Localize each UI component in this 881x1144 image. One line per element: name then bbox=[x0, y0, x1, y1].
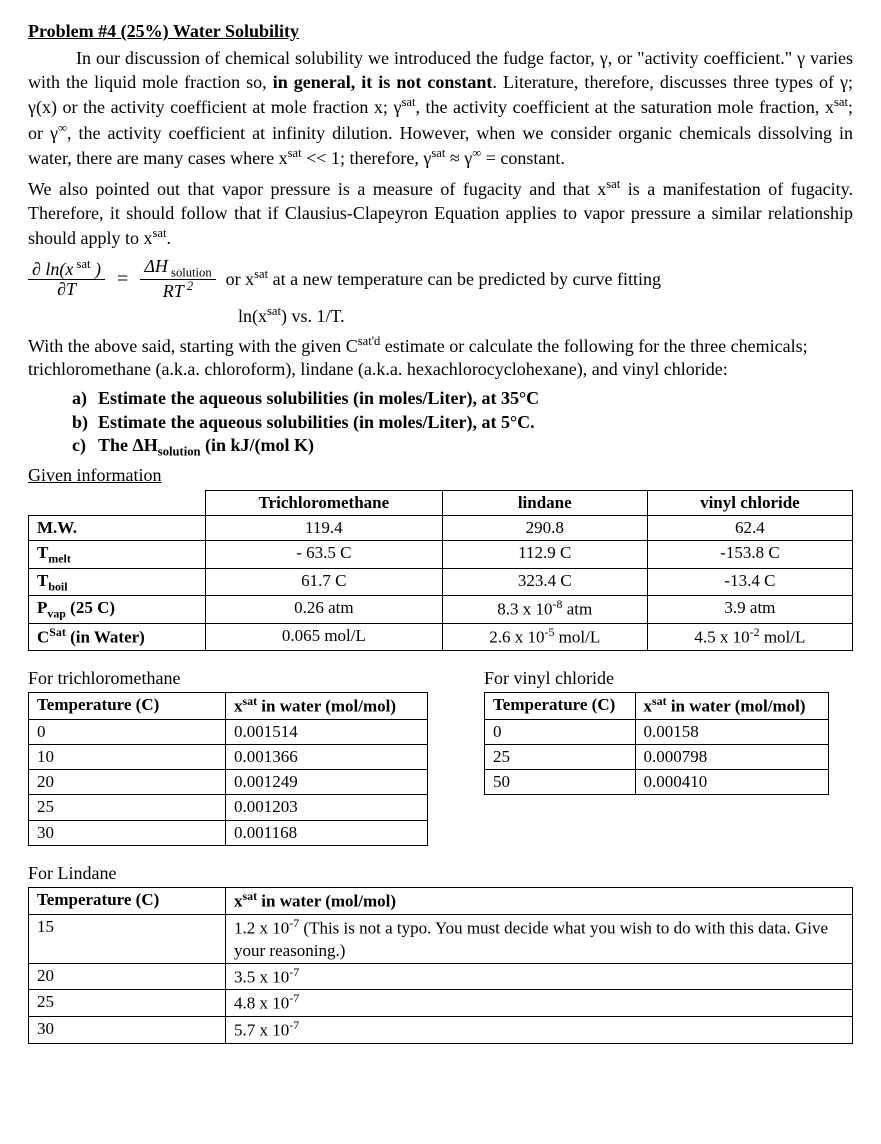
vc-table: Temperature (C) xsat in water (mol/mol) … bbox=[484, 692, 829, 795]
cell: -153.8 C bbox=[647, 540, 852, 568]
table-row: 100.001366 bbox=[29, 745, 428, 770]
cell: 61.7 C bbox=[206, 568, 443, 596]
cell: 25 bbox=[485, 745, 636, 770]
cell: 0.001249 bbox=[226, 770, 428, 795]
lindane-table: Temperature (C) xsat in water (mol/mol) … bbox=[28, 887, 853, 1044]
equation-plot-vars: ln(xsat) vs. 1/T. bbox=[28, 303, 853, 328]
table-row: Tboil61.7 C323.4 C-13.4 C bbox=[29, 568, 853, 596]
cell: 0.001366 bbox=[226, 745, 428, 770]
part-b: b)Estimate the aqueous solubilities (in … bbox=[72, 411, 853, 434]
table-row: 500.000410 bbox=[485, 770, 829, 795]
cell: -13.4 C bbox=[647, 568, 852, 596]
cell: 25 bbox=[29, 795, 226, 820]
table-row: 300.001168 bbox=[29, 820, 428, 845]
table-row: 151.2 x 10-7 (This is not a typo. You mu… bbox=[29, 914, 853, 963]
cell: 30 bbox=[29, 1017, 226, 1044]
cell: 50 bbox=[485, 770, 636, 795]
table-row: 305.7 x 10-7 bbox=[29, 1017, 853, 1044]
cell: 0.00158 bbox=[635, 720, 828, 745]
cell: 290.8 bbox=[442, 515, 647, 540]
cell: 5.7 x 10-7 bbox=[226, 1017, 853, 1044]
cell: 3.9 atm bbox=[647, 596, 852, 624]
table-row: 203.5 x 10-7 bbox=[29, 963, 853, 990]
table-row: CSat (in Water)0.065 mol/L2.6 x 10-5 mol… bbox=[29, 624, 853, 651]
vc-h1: Temperature (C) bbox=[485, 693, 636, 720]
table-row: 250.000798 bbox=[485, 745, 829, 770]
cell: 8.3 x 10-8 atm bbox=[442, 596, 647, 624]
row-label: Tboil bbox=[29, 568, 206, 596]
cell: 20 bbox=[29, 963, 226, 990]
cell: 30 bbox=[29, 820, 226, 845]
cell: 0 bbox=[29, 720, 226, 745]
header-tcm: Trichloromethane bbox=[206, 490, 443, 515]
parts-list: a)Estimate the aqueous solubilities (in … bbox=[28, 387, 853, 460]
lin-h1: Temperature (C) bbox=[29, 888, 226, 915]
table-row: 00.001514 bbox=[29, 720, 428, 745]
cell: 0.001203 bbox=[226, 795, 428, 820]
table-row: M.W.119.4290.862.4 bbox=[29, 515, 853, 540]
vc-h2: xsat in water (mol/mol) bbox=[635, 693, 828, 720]
cell: - 63.5 C bbox=[206, 540, 443, 568]
cell: 0.26 atm bbox=[206, 596, 443, 624]
eq-rhs-den: RT 2 bbox=[159, 280, 197, 301]
paragraph-instructions: With the above said, starting with the g… bbox=[28, 333, 853, 382]
cell: 25 bbox=[29, 990, 226, 1017]
given-info-label: Given information bbox=[28, 464, 853, 487]
eq-rhs-num: ΔH solution bbox=[140, 257, 215, 281]
tcm-table: Temperature (C) xsat in water (mol/mol) … bbox=[28, 692, 428, 845]
cell: 15 bbox=[29, 914, 226, 963]
eq-lhs-den: ∂T bbox=[53, 280, 80, 299]
cell: 112.9 C bbox=[442, 540, 647, 568]
part-a: a)Estimate the aqueous solubilities (in … bbox=[72, 387, 853, 410]
equals-sign: = bbox=[115, 266, 130, 292]
cell: 3.5 x 10-7 bbox=[226, 963, 853, 990]
paragraph-fugacity: We also pointed out that vapor pressure … bbox=[28, 176, 853, 250]
table-row: Pvap (25 C)0.26 atm8.3 x 10-8 atm3.9 atm bbox=[29, 596, 853, 624]
header-lindane: lindane bbox=[442, 490, 647, 515]
cell: 0 bbox=[485, 720, 636, 745]
cell: 2.6 x 10-5 mol/L bbox=[442, 624, 647, 651]
row-label: Tmelt bbox=[29, 540, 206, 568]
tcm-caption: For trichloromethane bbox=[28, 667, 428, 690]
table-row: 254.8 x 10-7 bbox=[29, 990, 853, 1017]
eq-lhs-num: ∂ ln(x sat ) bbox=[28, 258, 105, 280]
tcm-h1: Temperature (C) bbox=[29, 693, 226, 720]
table-row: 00.00158 bbox=[485, 720, 829, 745]
given-data-table: Trichloromethane lindane vinyl chloride … bbox=[28, 490, 853, 652]
equation-clausius: ∂ ln(x sat ) ∂T = ΔH solution RT 2 or xs… bbox=[28, 257, 853, 302]
paragraph-intro: In our discussion of chemical solubility… bbox=[28, 47, 853, 170]
row-label: M.W. bbox=[29, 515, 206, 540]
lindane-caption: For Lindane bbox=[28, 862, 853, 885]
table-row: 200.001249 bbox=[29, 770, 428, 795]
cell: 4.8 x 10-7 bbox=[226, 990, 853, 1017]
cell: 20 bbox=[29, 770, 226, 795]
table-row: 250.001203 bbox=[29, 795, 428, 820]
header-vinylchloride: vinyl chloride bbox=[647, 490, 852, 515]
cell: 0.001514 bbox=[226, 720, 428, 745]
vc-caption: For vinyl chloride bbox=[484, 667, 829, 690]
cell: 0.001168 bbox=[226, 820, 428, 845]
cell: 4.5 x 10-2 mol/L bbox=[647, 624, 852, 651]
lin-h2: xsat in water (mol/mol) bbox=[226, 888, 853, 915]
cell: 323.4 C bbox=[442, 568, 647, 596]
row-label: Pvap (25 C) bbox=[29, 596, 206, 624]
row-label: CSat (in Water) bbox=[29, 624, 206, 651]
header-blank bbox=[29, 490, 206, 515]
cell: 0.000798 bbox=[635, 745, 828, 770]
cell: 10 bbox=[29, 745, 226, 770]
cell: 119.4 bbox=[206, 515, 443, 540]
tcm-h2: xsat in water (mol/mol) bbox=[226, 693, 428, 720]
cell: 1.2 x 10-7 (This is not a typo. You must… bbox=[226, 914, 853, 963]
table-row: Tmelt- 63.5 C112.9 C-153.8 C bbox=[29, 540, 853, 568]
part-c: c)The ΔHsolution (in kJ/(mol K) bbox=[72, 434, 853, 460]
cell: 0.065 mol/L bbox=[206, 624, 443, 651]
cell: 0.000410 bbox=[635, 770, 828, 795]
eq-tail: or xsat at a new temperature can be pred… bbox=[226, 266, 661, 291]
problem-title: Problem #4 (25%) Water Solubility bbox=[28, 20, 853, 43]
table-header-row: Trichloromethane lindane vinyl chloride bbox=[29, 490, 853, 515]
cell: 62.4 bbox=[647, 515, 852, 540]
